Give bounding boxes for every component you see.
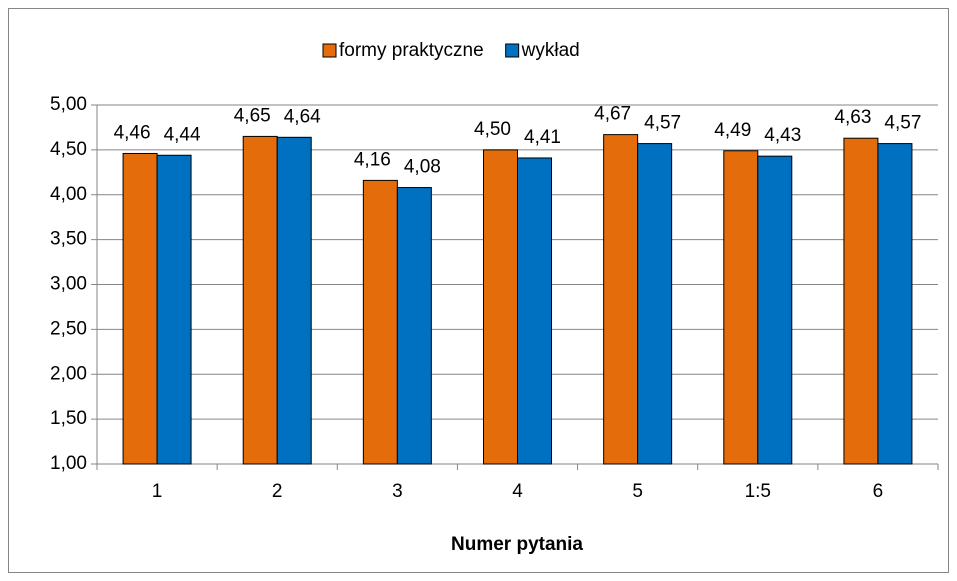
x-axis-label: Numer pytania [451,534,583,555]
bar [362,179,398,465]
value-label: 4,57 [884,113,921,134]
bar [517,157,552,465]
legend-swatch [505,43,520,58]
x-tick-label: 3 [392,481,403,502]
value-label: 4,50 [474,119,511,140]
value-label: 4,43 [764,125,801,146]
value-label: 4,49 [714,120,751,141]
value-label: 4,46 [114,122,151,143]
bar [877,143,913,465]
bar [156,154,192,465]
bar [637,143,673,465]
y-tick-label: 1,00 [50,453,87,474]
value-label: 4,67 [594,104,631,125]
x-tick-label: 1:5 [745,481,771,502]
y-tick-label: 2,00 [50,363,87,384]
bar [242,135,278,465]
value-label: 4,44 [164,124,201,145]
bar [603,134,639,465]
x-tick-label: 1 [152,481,163,502]
bar [757,155,793,465]
bar [483,149,518,465]
value-label: 4,65 [234,105,271,126]
x-tick-label: 2 [272,481,283,502]
bar [396,187,432,465]
value-label: 4,41 [524,127,561,148]
y-tick-label: 4,50 [50,139,87,160]
value-label: 4,64 [284,106,321,127]
value-label: 4,57 [644,113,681,134]
y-tick-label: 3,00 [50,274,87,295]
legend-swatch [322,43,337,58]
bar [723,150,759,465]
x-tick-label: 4 [512,481,523,502]
legend-label: formy praktyczne [339,40,484,61]
y-tick-label: 3,50 [50,229,87,250]
x-tick-label: 5 [632,481,643,502]
y-tick-label: 2,50 [50,318,87,339]
value-label: 4,08 [404,157,441,178]
y-tick-label: 5,00 [50,94,87,115]
value-label: 4,16 [354,149,391,170]
value-label: 4,63 [834,107,871,128]
y-tick-label: 1,50 [50,408,87,429]
y-tick-label: 4,00 [50,184,87,205]
bar [276,136,312,465]
legend-label: wykład [521,40,580,61]
bar [122,152,158,465]
bar [843,137,879,465]
x-tick-label: 6 [873,481,884,502]
